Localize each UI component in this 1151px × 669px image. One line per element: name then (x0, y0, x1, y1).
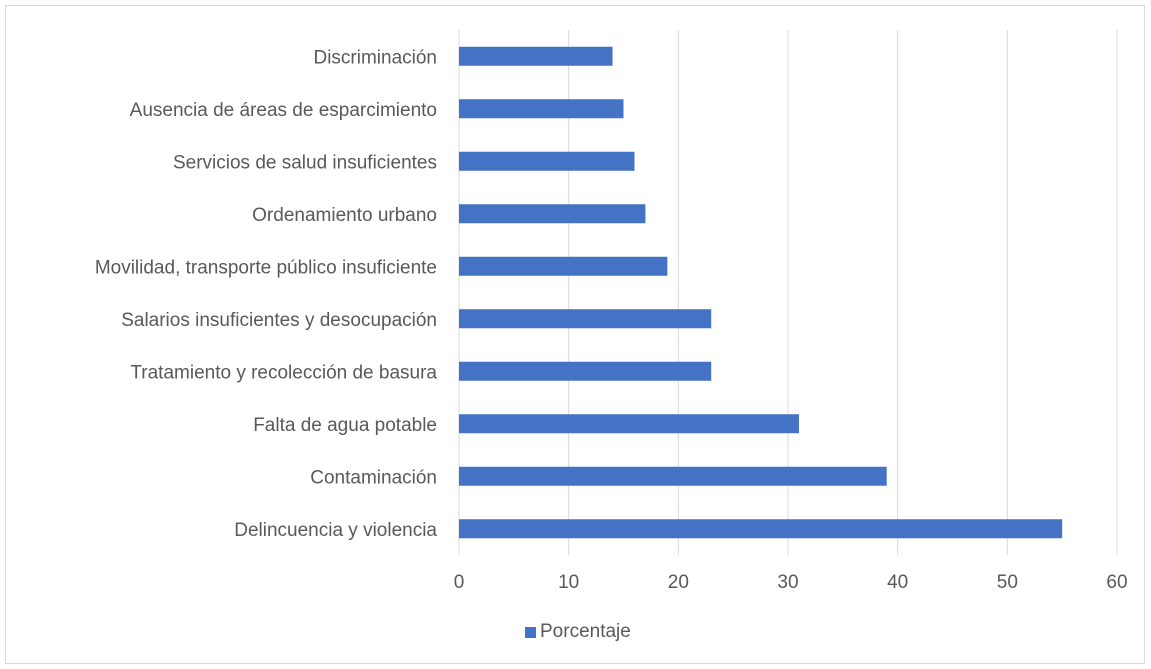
x-tick-label: 20 (668, 572, 689, 593)
x-tick-label: 40 (887, 572, 908, 593)
bar (459, 361, 712, 381)
category-label: Tratamiento y recolección de basura (130, 362, 437, 383)
category-label: Discriminación (313, 47, 437, 68)
bar (459, 46, 613, 66)
bar (459, 414, 799, 434)
legend-label: Porcentaje (540, 621, 631, 642)
bar (459, 466, 887, 486)
bar (459, 309, 712, 329)
category-label: Servicios de salud insuficientes (173, 152, 437, 173)
bar (459, 256, 668, 276)
category-label: Ordenamiento urbano (252, 205, 437, 226)
category-label: Contaminación (310, 467, 437, 488)
bar (459, 151, 635, 171)
category-label: Salarios insuficientes y desocupación (121, 310, 437, 331)
legend-swatch (525, 627, 536, 638)
bar (459, 204, 646, 224)
x-tick-label: 10 (558, 572, 579, 593)
x-tick-label: 50 (997, 572, 1018, 593)
category-label: Delincuencia y violencia (234, 520, 437, 541)
category-label: Ausencia de áreas de esparcimiento (130, 100, 437, 121)
bar (459, 519, 1063, 539)
x-tick-label: 60 (1106, 572, 1127, 593)
category-label: Falta de agua potable (253, 415, 437, 436)
x-tick-label: 30 (777, 572, 798, 593)
category-label: Movilidad, transporte público insuficien… (95, 257, 437, 278)
x-tick-label: 0 (454, 572, 465, 593)
bar (459, 99, 624, 119)
